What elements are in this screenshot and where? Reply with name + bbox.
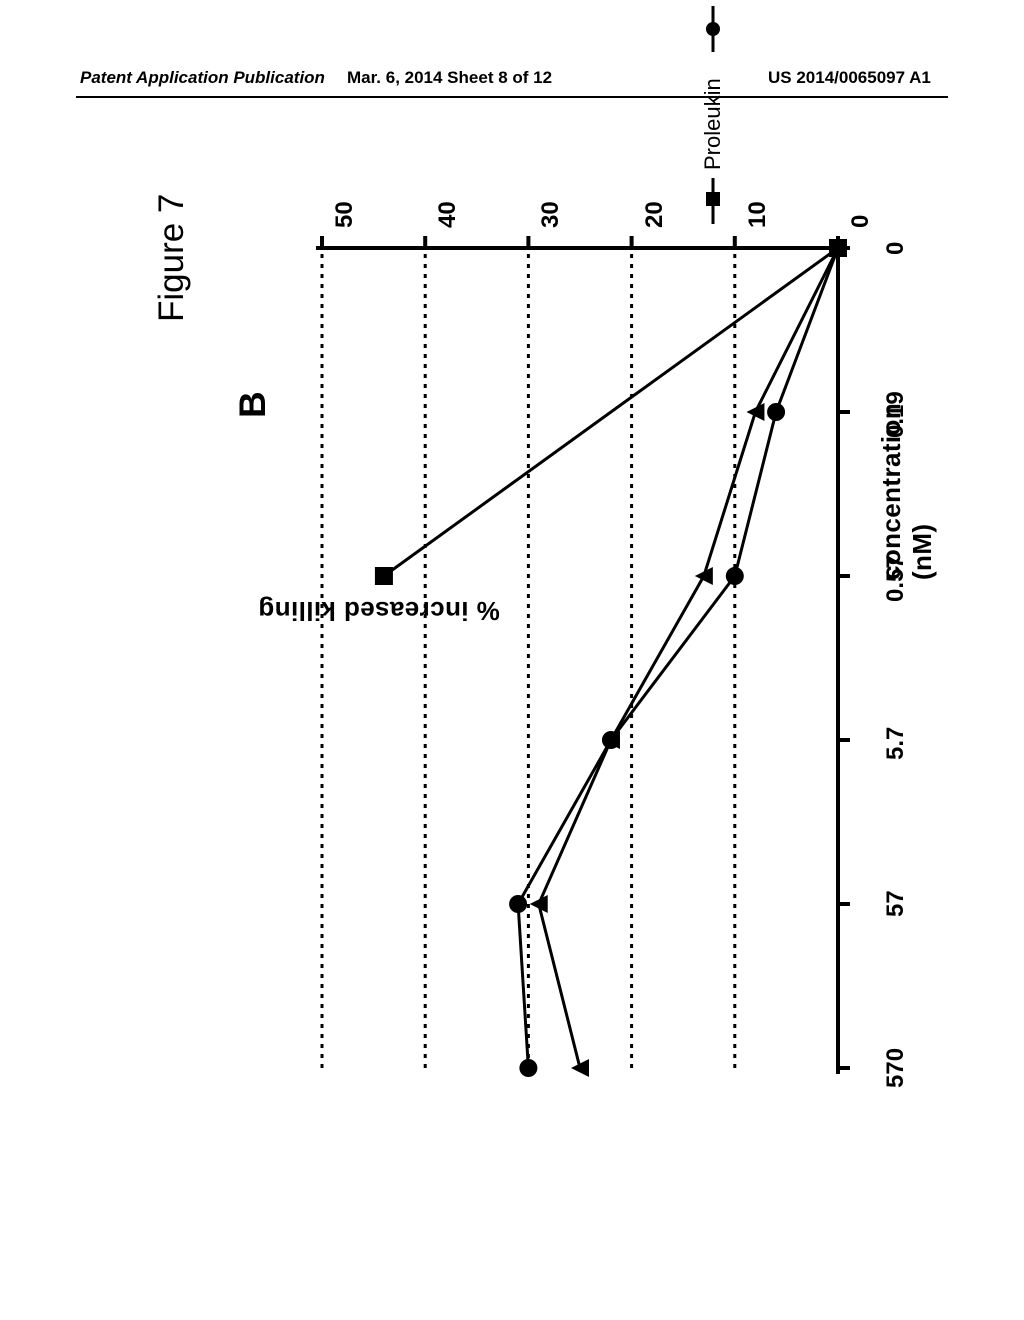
header-center: Mar. 6, 2014 Sheet 8 of 12	[347, 68, 552, 88]
header-left: Patent Application Publication	[80, 68, 325, 88]
legend-label: Proleukin	[700, 78, 726, 170]
header-right: US 2014/0065097 A1	[768, 68, 931, 88]
x-tick-label: 570	[882, 1047, 910, 1087]
x-tick-label: 0	[882, 241, 910, 254]
x-tick-label: 5.7	[882, 726, 910, 759]
x-tick-label: 0.19	[882, 391, 910, 438]
x-tick-label: 0.57	[882, 555, 910, 602]
line-chart	[300, 178, 860, 1138]
panel-label: B	[232, 391, 274, 418]
legend-item-fab-wt: Fab-IL2 wt-Fab	[700, 0, 726, 52]
circle-marker-icon	[704, 6, 722, 52]
figure-label: Figure 7	[152, 194, 192, 322]
x-tick-label: 57	[882, 890, 910, 917]
header-rule	[76, 96, 948, 98]
chart-svg	[300, 178, 860, 1138]
